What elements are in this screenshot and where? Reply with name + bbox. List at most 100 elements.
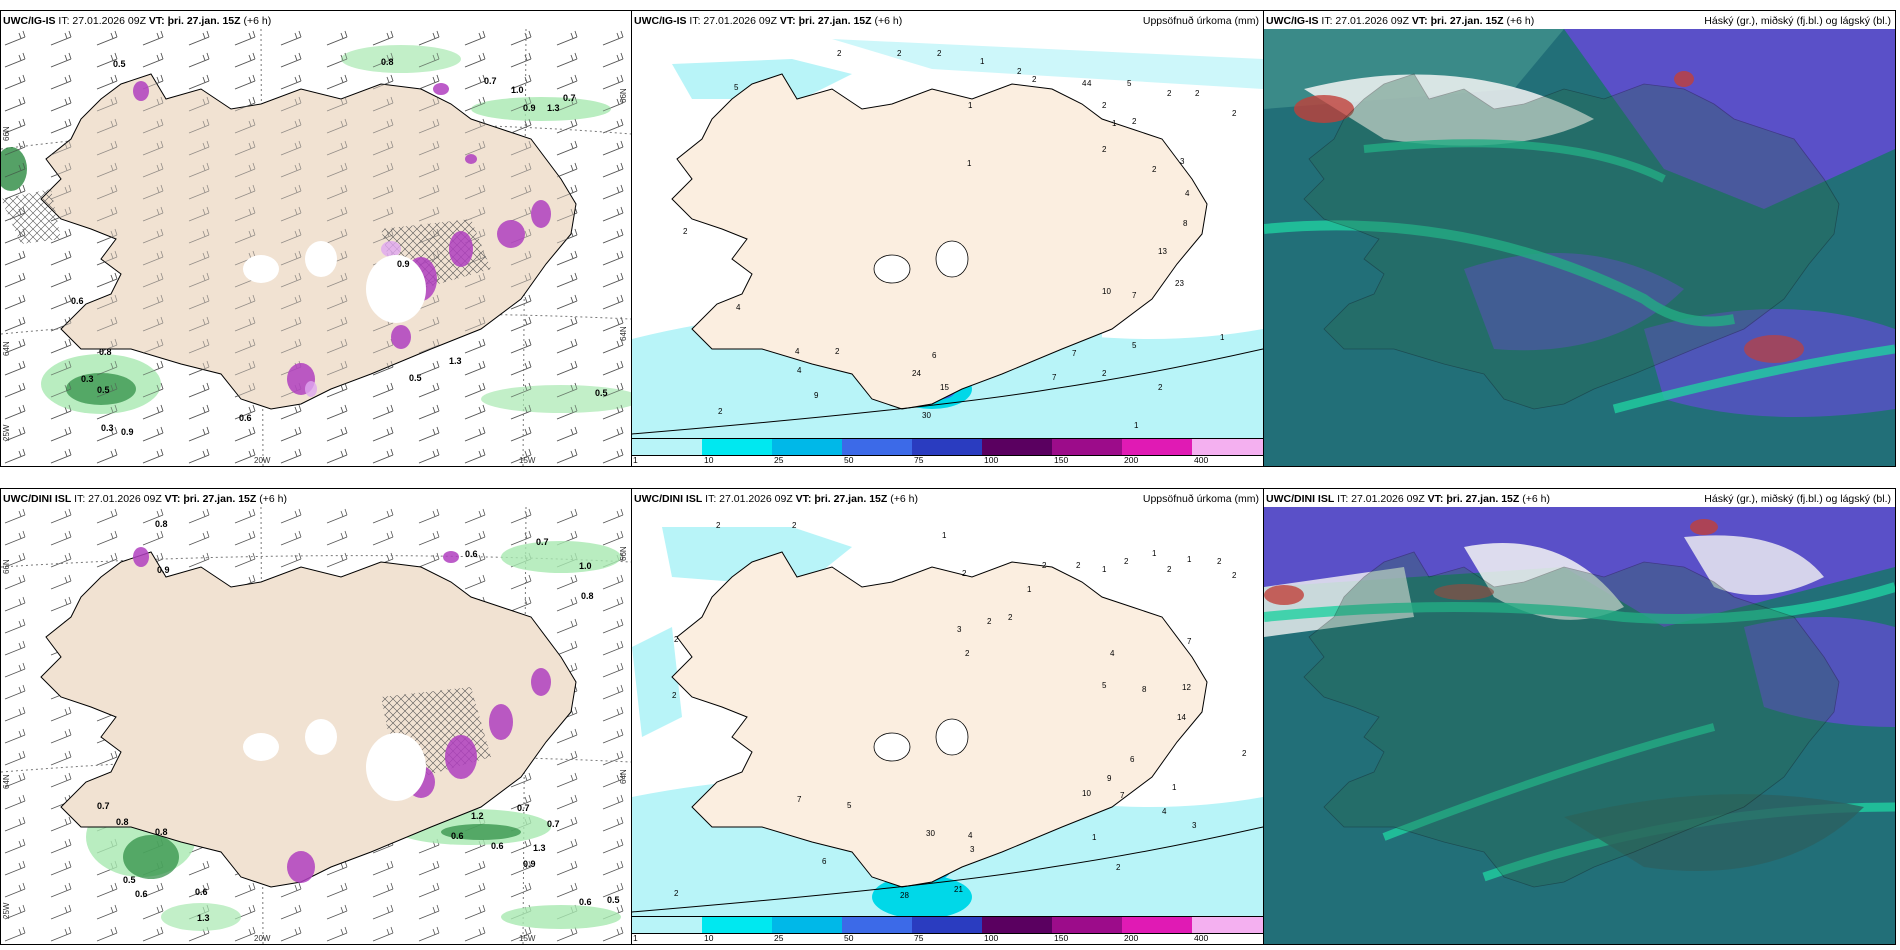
legend-label: 100 (984, 933, 999, 943)
cloud-title: Háský (gr.), miðský (fj.bl.) og lágský (… (1704, 493, 1891, 505)
precip-value: 2 (683, 227, 688, 236)
legend-label: 50 (844, 933, 854, 943)
lead-time: (+6 h) (1506, 15, 1535, 27)
snow-value: 0.8 (381, 57, 394, 67)
precip-value: 2 (1076, 561, 1081, 570)
model-name: UWC/DINI ISL (1266, 493, 1335, 505)
snow-value: 0.5 (123, 875, 136, 885)
legend-label: 200 (1124, 933, 1139, 943)
precip-value: 2 (965, 649, 970, 658)
precip-value: 2 (674, 635, 679, 644)
precip-value: 23 (1175, 279, 1184, 288)
precip-value: 2 (1167, 565, 1172, 574)
snow-value: 0.5 (409, 373, 422, 383)
legend-label: 25 (774, 933, 784, 943)
snow-map (1, 507, 631, 944)
snow-value: 1.3 (547, 103, 560, 113)
model-name: UWC/DINI ISL (3, 493, 72, 505)
snow-value: 1.3 (197, 913, 210, 923)
legend-label: 400 (1194, 933, 1209, 943)
precip-value: 1 (942, 531, 947, 540)
precip-value: 2 (792, 521, 797, 530)
snow-value: 0.6 (71, 296, 84, 306)
cloud-map (1264, 507, 1895, 944)
precip-value: 8 (1183, 219, 1188, 228)
legend-swatch (912, 438, 983, 456)
snow-value: 1.0 (511, 85, 524, 95)
snow-value: 0.7 (547, 819, 560, 829)
precip-value: 3 (1192, 821, 1197, 830)
cloud-title: Háský (gr.), miðský (fj.bl.) og lágský (… (1704, 15, 1891, 27)
valid-time: VT: þri. 27.jan. 15Z (164, 493, 257, 505)
precip-value: 2 (1116, 863, 1121, 872)
precip-value: 10 (1102, 287, 1111, 296)
lat-label-64n: 64N (2, 774, 11, 789)
precip-value: 10 (1082, 789, 1091, 798)
valid-time: VT: þri. 27.jan. 15Z (1411, 15, 1504, 27)
snow-value: 0.6 (579, 897, 592, 907)
precip-value: 2 (1217, 557, 1222, 566)
legend-swatch (702, 438, 773, 456)
precip-value: 2 (1017, 67, 1022, 76)
lead-time: (+6 h) (890, 493, 918, 505)
precip-value: 2 (674, 889, 679, 898)
precip-value: 24 (912, 369, 921, 378)
panel-header: UWC/DINI ISL IT: 27.01.2026 09Z VT: þri.… (3, 493, 287, 505)
precip-value: 7 (1072, 349, 1077, 358)
snow-value: 0.6 (239, 413, 252, 423)
precip-value: 2 (1195, 89, 1200, 98)
precip-value: 2 (1102, 101, 1107, 110)
precip-value: 2 (1102, 369, 1107, 378)
precip-value: 8 (1142, 685, 1147, 694)
legend-swatch (1052, 438, 1123, 456)
precip-value: 4 (1110, 649, 1115, 658)
precip-value: 2 (962, 569, 967, 578)
snow-value: 0.5 (113, 59, 126, 69)
snow-value: 0.8 (581, 591, 594, 601)
snow-value: 0.7 (97, 801, 110, 811)
precip-value: 5 (847, 801, 852, 810)
precip-value: 1 (968, 101, 973, 110)
precip-value: 1 (967, 159, 972, 168)
precip-value: 4 (1087, 79, 1092, 88)
panel-header: UWC/IG-IS IT: 27.01.2026 09Z VT: þri. 27… (634, 15, 902, 27)
lon-label-25w: 25W (2, 424, 11, 441)
precip-value: 30 (922, 411, 931, 420)
lead-time: (+6 h) (874, 15, 903, 27)
snow-value: 0.6 (195, 887, 208, 897)
precip-value: 7 (797, 795, 802, 804)
snow-value: 0.5 (607, 895, 620, 905)
legend-label: 75 (914, 933, 924, 943)
precip-value: 7 (1120, 791, 1125, 800)
precip-value: 4 (1082, 79, 1087, 88)
precip-value: 2 (718, 407, 723, 416)
lat-label-64n-right: 64N (619, 769, 628, 784)
precip-value: 1 (1112, 119, 1117, 128)
precip-value: 2 (1132, 117, 1137, 126)
model-name: UWC/IG-IS (634, 15, 687, 27)
snow-value: 1.0 (579, 561, 592, 571)
issue-time: IT: 27.01.2026 09Z (1337, 493, 1425, 505)
precip-value: 3 (1180, 157, 1185, 166)
snow-value: 0.9 (523, 859, 536, 869)
snow-value: 0.5 (97, 385, 110, 395)
valid-time: VT: þri. 27.jan. 15Z (1427, 493, 1520, 505)
precip-value: 1 (1172, 783, 1177, 792)
lat-label-66n-right: 66N (619, 88, 628, 103)
legend-label: 75 (914, 455, 924, 465)
snow-value: 0.9 (157, 565, 170, 575)
precip-value: 2 (1242, 749, 1247, 758)
legend-swatch (1052, 916, 1123, 934)
lat-label-64n: 64N (2, 341, 11, 356)
precip-value: 2 (672, 691, 677, 700)
legend-label: 50 (844, 455, 854, 465)
panel-header: UWC/DINI ISL IT: 27.01.2026 09Z VT: þri.… (634, 493, 918, 505)
legend-swatch (632, 916, 703, 934)
legend-label: 150 (1054, 455, 1069, 465)
legend-label: 150 (1054, 933, 1069, 943)
precip-color-legend: 1 10 25 50 75 100 150 200 400 (632, 916, 1263, 944)
legend-swatch (1122, 438, 1193, 456)
snow-map (1, 29, 631, 466)
lat-label-66n: 66N (2, 126, 11, 141)
snow-value: 0.7 (517, 803, 530, 813)
